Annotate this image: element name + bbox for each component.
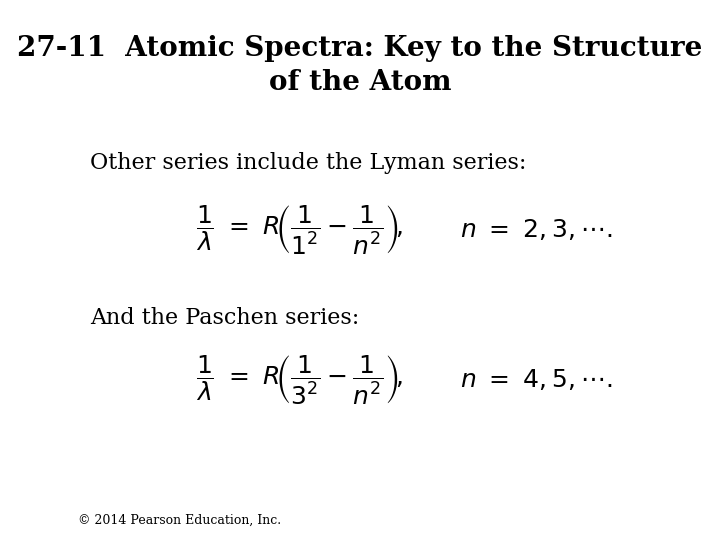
Text: 27-11  Atomic Spectra: Key to the Structure
of the Atom: 27-11 Atomic Spectra: Key to the Structu… (17, 35, 703, 96)
Text: $\dfrac{1}{\lambda} \ = \ R\!\left(\dfrac{1}{3^2} - \dfrac{1}{n^2}\right)\!,$: $\dfrac{1}{\lambda} \ = \ R\!\left(\dfra… (196, 353, 402, 406)
Text: © 2014 Pearson Education, Inc.: © 2014 Pearson Education, Inc. (78, 514, 282, 526)
Text: $\dfrac{1}{\lambda} \ = \ R\!\left(\dfrac{1}{1^2} - \dfrac{1}{n^2}\right)\!,$: $\dfrac{1}{\lambda} \ = \ R\!\left(\dfra… (196, 204, 402, 256)
Text: Other series include the Lyman series:: Other series include the Lyman series: (90, 152, 526, 174)
Text: $n \ = \ 4, 5, \cdots.$: $n \ = \ 4, 5, \cdots.$ (460, 367, 612, 392)
Text: $n \ = \ 2, 3, \cdots.$: $n \ = \ 2, 3, \cdots.$ (460, 218, 612, 242)
Text: And the Paschen series:: And the Paschen series: (90, 307, 359, 329)
